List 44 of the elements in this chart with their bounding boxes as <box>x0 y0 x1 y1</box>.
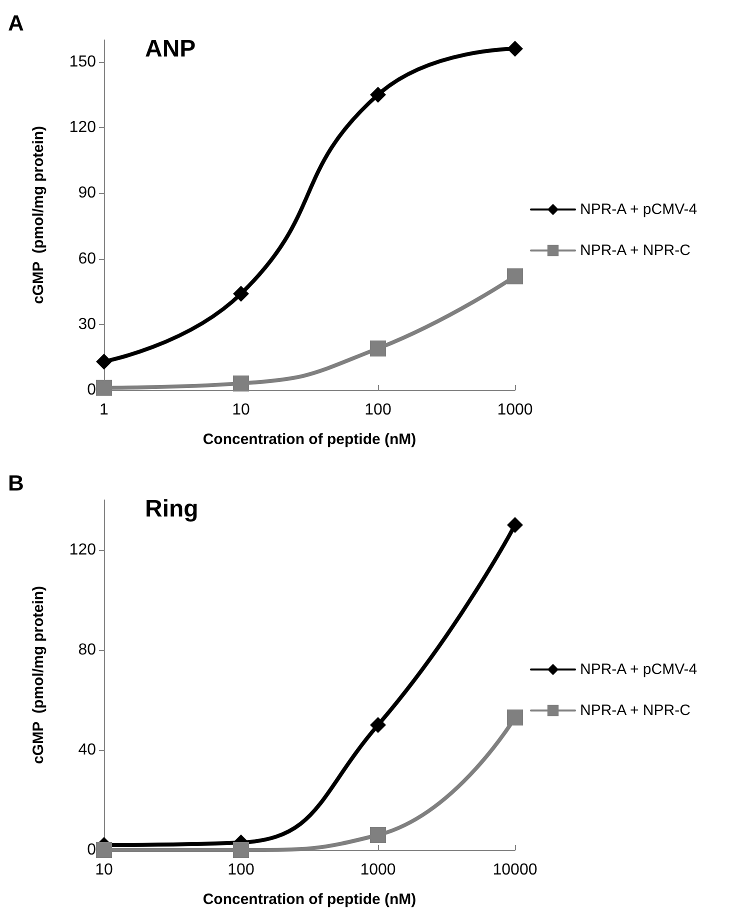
point <box>507 40 523 57</box>
y-tick-label: 0 <box>87 842 96 858</box>
y-tick-label: 30 <box>78 316 96 333</box>
point <box>233 286 249 302</box>
legend-label: NPR-A + pCMV-4 <box>580 661 698 678</box>
legend-label: NPR-A + NPR-C <box>580 242 691 259</box>
point <box>233 375 249 392</box>
y-axis-title: cGMP (pmol/mg protein) <box>30 586 47 764</box>
point <box>370 717 386 733</box>
text: B <box>8 470 24 496</box>
chart-title: Ring <box>145 496 198 522</box>
y-tick-label: 90 <box>78 184 96 202</box>
x-tick-label: 10 <box>232 402 250 418</box>
point <box>507 268 523 284</box>
x-tick-label: 1000 <box>497 402 533 418</box>
x-tick-label: 10000 <box>492 862 538 878</box>
y-tick-label: 150 <box>69 53 96 70</box>
point <box>370 340 386 356</box>
y-tick-label: 80 <box>78 642 96 658</box>
x-tick-label: 1000 <box>360 862 396 878</box>
point <box>507 517 523 533</box>
x-tick-label: 100 <box>228 862 254 878</box>
y-axis-title: cGMP (pmol/mg protein) <box>30 126 47 304</box>
text: A <box>8 10 24 36</box>
x-axis-title: Concentration of peptide (nM) <box>202 431 416 448</box>
y-tick-label: 60 <box>78 250 96 268</box>
legend-label: NPR-A + NPR-C <box>580 702 691 719</box>
y-tick-label: 120 <box>69 119 96 136</box>
y-tick-label: 40 <box>78 742 96 758</box>
x-tick-label: 1 <box>100 402 109 418</box>
chart-title: ANP <box>145 36 196 62</box>
legend-label: NPR-A + pCMV-4 <box>580 201 698 218</box>
point <box>96 354 112 370</box>
point <box>233 842 249 858</box>
x-tick-label: 100 <box>364 402 392 418</box>
y-tick-label: 120 <box>69 542 96 558</box>
point <box>507 710 523 726</box>
x-axis-title: Concentration of peptide (nM) <box>202 891 416 908</box>
point <box>96 380 112 396</box>
point <box>370 86 386 103</box>
y-tick-label: 0 <box>87 382 96 398</box>
point <box>96 842 112 858</box>
point <box>370 827 386 843</box>
x-tick-label: 10 <box>95 862 113 878</box>
